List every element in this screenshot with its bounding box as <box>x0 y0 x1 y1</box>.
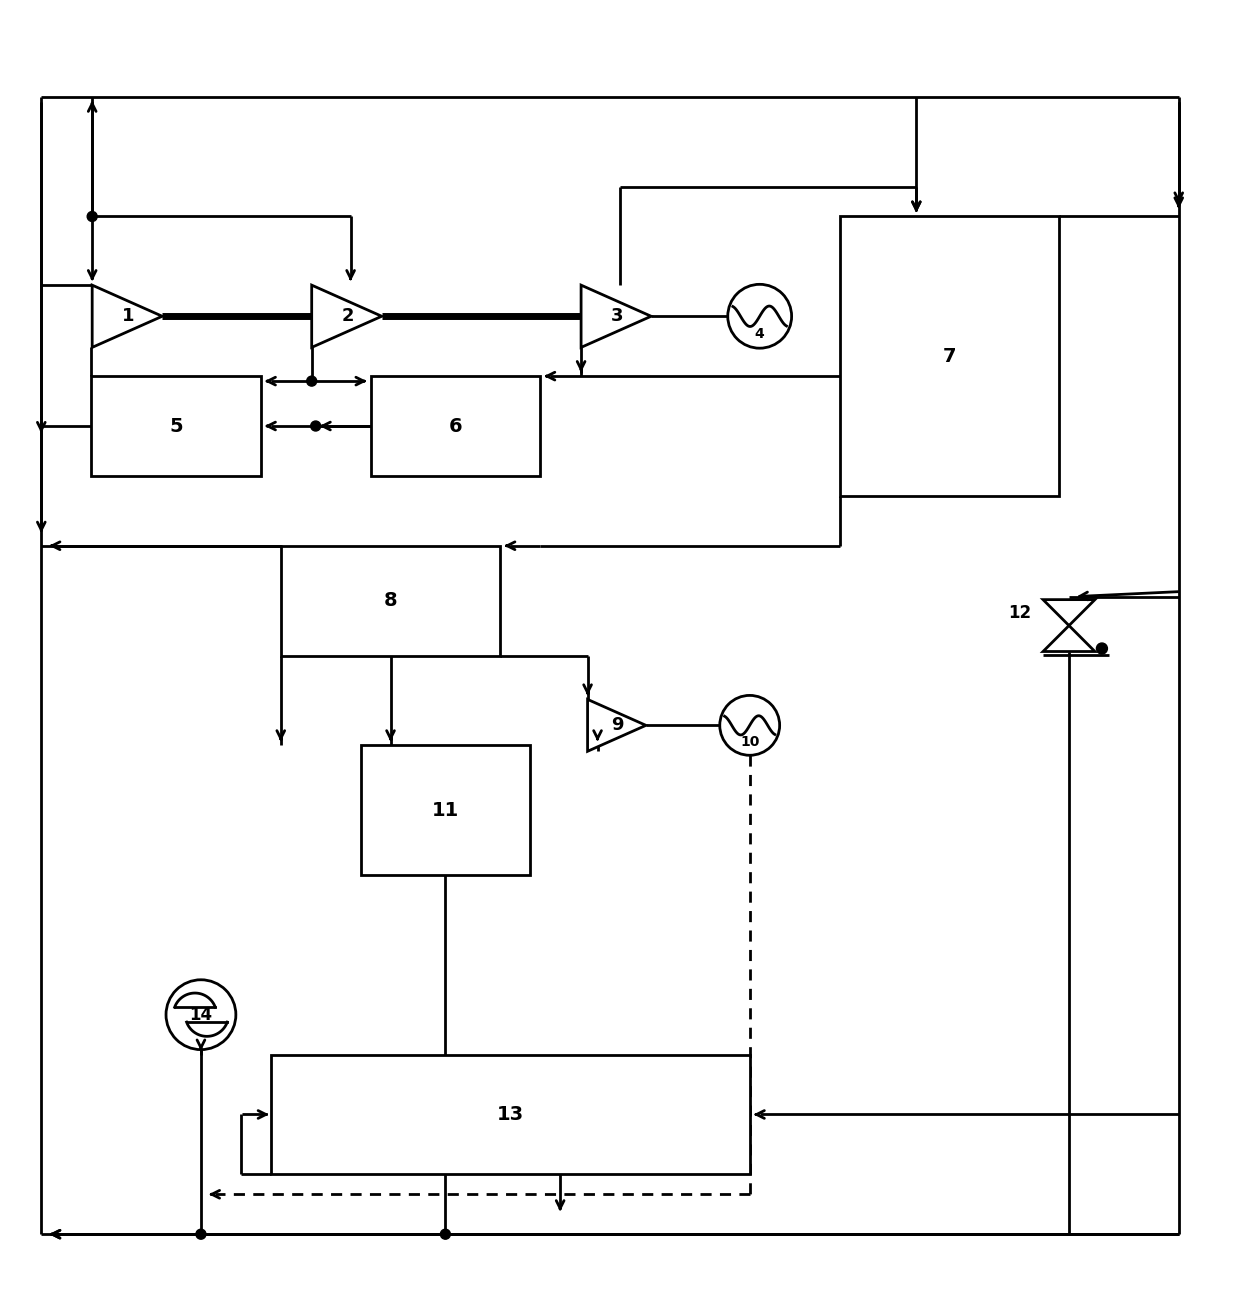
Polygon shape <box>311 284 382 347</box>
Circle shape <box>1096 642 1107 654</box>
Bar <box>361 745 531 874</box>
Circle shape <box>196 1230 206 1239</box>
Text: 4: 4 <box>755 326 765 341</box>
Text: 5: 5 <box>169 417 182 435</box>
Text: 11: 11 <box>432 801 459 819</box>
Circle shape <box>719 695 780 755</box>
Bar <box>92 376 260 476</box>
Text: 9: 9 <box>611 716 624 734</box>
Text: 14: 14 <box>190 1006 212 1024</box>
Polygon shape <box>1043 599 1095 625</box>
Polygon shape <box>92 284 162 347</box>
Text: 8: 8 <box>383 591 397 610</box>
Text: 1: 1 <box>122 307 134 325</box>
Bar <box>270 1054 750 1175</box>
Circle shape <box>306 376 316 387</box>
Bar <box>839 216 1059 496</box>
Text: 7: 7 <box>942 346 956 366</box>
Circle shape <box>440 1230 450 1239</box>
Circle shape <box>166 979 236 1050</box>
Circle shape <box>311 421 321 431</box>
Polygon shape <box>1043 625 1095 652</box>
Bar <box>371 376 541 476</box>
Text: 13: 13 <box>497 1105 523 1124</box>
Polygon shape <box>582 284 651 347</box>
Text: 3: 3 <box>611 307 624 325</box>
Circle shape <box>728 284 791 349</box>
Text: 6: 6 <box>449 417 463 435</box>
Text: 10: 10 <box>740 734 759 749</box>
Polygon shape <box>588 699 646 751</box>
Text: 2: 2 <box>341 307 353 325</box>
Bar <box>280 545 500 656</box>
Circle shape <box>87 211 97 222</box>
Text: 12: 12 <box>1008 603 1032 621</box>
